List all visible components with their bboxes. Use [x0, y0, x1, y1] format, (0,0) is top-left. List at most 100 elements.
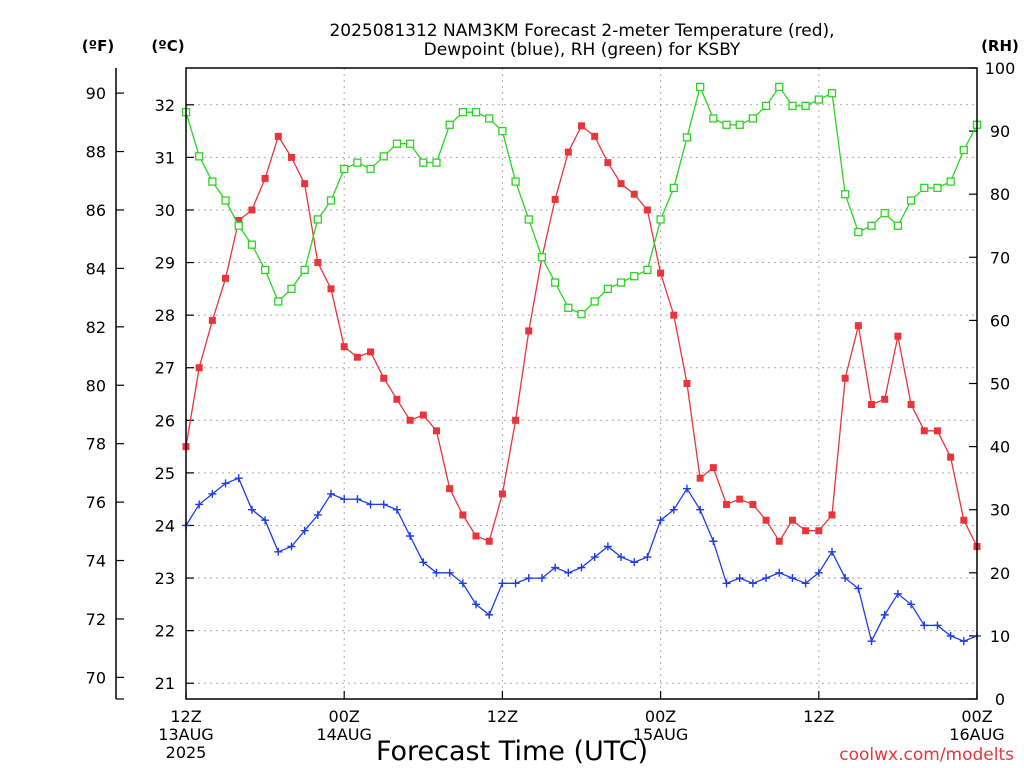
temperature-point	[709, 464, 717, 472]
temperature-point	[696, 474, 704, 482]
temperature-point	[749, 500, 757, 508]
dewpoint-point	[274, 547, 283, 556]
temperature-point	[617, 180, 625, 188]
dewpoint-point	[524, 574, 533, 583]
celsius-tick-label: 30	[155, 201, 175, 220]
rh-point	[300, 265, 309, 275]
celsius-tick-label: 23	[155, 569, 175, 588]
dewpoint-point	[247, 505, 256, 514]
watermark-text: coolwx.com/modelts	[839, 745, 1014, 765]
temperature-point	[947, 453, 955, 461]
rh-tick-label: 60	[990, 311, 1010, 330]
fahrenheit-tick-label: 88	[86, 143, 106, 162]
celsius-tick-label: 29	[155, 254, 175, 273]
time-tick-label: 15AUG	[633, 725, 688, 744]
rh-point	[854, 227, 863, 237]
temperature-point	[353, 353, 361, 361]
rh-point	[195, 152, 204, 161]
fahrenheit-tick-label: 76	[86, 493, 106, 512]
dewpoint-point	[392, 505, 401, 514]
time-tick-label: 14AUG	[316, 725, 371, 744]
dewpoint-point	[722, 579, 731, 588]
time-tick-label: 12Z	[170, 707, 201, 726]
rh-tick-label: 50	[990, 375, 1010, 394]
dewpoint-point	[603, 542, 612, 551]
temperature-point	[274, 132, 282, 140]
time-tick-label: 16AUG	[949, 725, 1004, 744]
time-tick-label: 00Z	[329, 707, 360, 726]
celsius-ticks: 21 22 23 24 25 26 27 28 29 30 31 32	[155, 96, 194, 693]
dewpoint-point	[221, 479, 230, 488]
x-axis-title: Forecast Time (UTC)	[376, 736, 648, 767]
temperature-point	[775, 537, 783, 545]
temperature-point	[327, 285, 335, 293]
temperature-point	[643, 206, 651, 214]
temperature-point	[485, 537, 493, 545]
rh-point	[260, 265, 270, 275]
rh-point	[550, 278, 560, 287]
time-tick-label: 12Z	[803, 707, 834, 726]
dewpoint-point	[801, 579, 810, 588]
dewpoint-point	[841, 574, 850, 583]
rh-point	[616, 278, 626, 287]
temperature-point	[195, 364, 203, 372]
celsius-tick-label: 25	[155, 464, 175, 483]
dewpoint-point	[498, 579, 507, 588]
temperature-point	[287, 153, 295, 161]
temperature-point	[340, 343, 348, 351]
rh-point	[893, 221, 903, 230]
dewpoint-point	[208, 489, 217, 498]
dewpoint-point	[893, 589, 902, 598]
rh-point	[274, 297, 283, 306]
rh-point	[775, 82, 784, 92]
rh-tick-label: 100	[985, 59, 1016, 78]
temperature-point	[498, 490, 506, 498]
dewpoint-point	[946, 631, 955, 640]
temperature-point	[854, 322, 862, 330]
rh-point	[841, 190, 850, 199]
temperature-point	[393, 395, 401, 403]
chart-title-line-2: Dewpoint (blue), RH (green) for KSBY	[424, 40, 741, 60]
dewpoint-point	[617, 553, 626, 562]
series-layer	[181, 82, 982, 646]
rh-point	[405, 139, 415, 148]
dewpoint-point	[287, 542, 296, 551]
fahrenheit-axis-label: (ºF)	[82, 37, 114, 55]
celsius-tick-label: 31	[155, 148, 175, 167]
rh-point	[656, 215, 665, 224]
rh-point	[867, 221, 876, 230]
dewpoint-point	[735, 574, 744, 583]
temperature-point	[815, 527, 823, 535]
rh-point	[353, 158, 362, 167]
rh-tick-label: 10	[990, 627, 1010, 646]
dewpoint-point	[709, 537, 718, 546]
temperature-point	[657, 269, 665, 277]
dewpoint-point	[195, 500, 204, 509]
temperature-point	[314, 259, 322, 267]
fahrenheit-tick-label: 74	[86, 552, 106, 571]
fahrenheit-tick-label: 72	[86, 610, 106, 629]
rh-point	[485, 114, 494, 123]
rh-point	[630, 272, 639, 281]
rh-point	[709, 114, 718, 123]
celsius-tick-label: 27	[155, 359, 175, 378]
rh-point	[208, 177, 217, 186]
celsius-tick-label: 24	[155, 516, 175, 535]
temperature-point	[591, 132, 599, 140]
dewpoint-point	[485, 610, 494, 619]
temperature-point	[525, 327, 533, 335]
time-tick-label: 00Z	[961, 707, 992, 726]
temperature-point	[301, 180, 309, 188]
temperature-point	[802, 527, 810, 535]
rh-point	[880, 208, 889, 218]
fahrenheit-ticks: 70 72 74 76 78 80 82 84 86 88 90	[86, 84, 124, 700]
dewpoint-point	[656, 516, 665, 525]
dewpoint-point	[432, 568, 441, 577]
rh-point	[761, 101, 771, 111]
rh-point	[471, 108, 481, 117]
dewpoint-point	[775, 568, 784, 577]
rh-point	[906, 196, 916, 205]
dewpoint-point	[788, 574, 797, 583]
rh-point	[458, 108, 468, 117]
rh-point	[801, 101, 810, 111]
